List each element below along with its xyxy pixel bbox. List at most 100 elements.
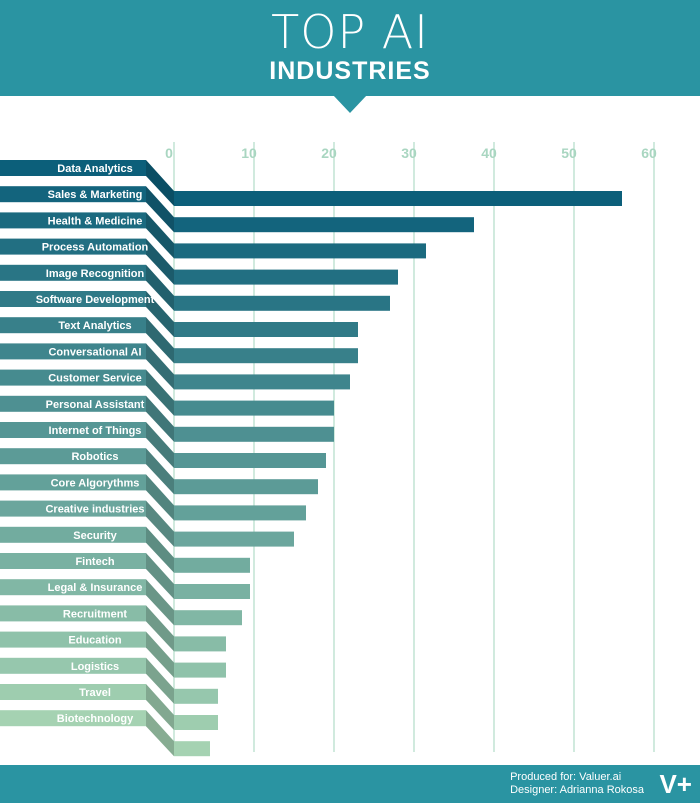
bar	[174, 374, 350, 390]
valuer-logo: V+	[659, 769, 692, 799]
header-banner: TOP AI INDUSTRIES	[0, 0, 700, 96]
category-label: Recruitment	[63, 608, 128, 620]
category-label: Text Analytics	[58, 320, 131, 332]
connector	[146, 291, 174, 337]
bar	[174, 322, 358, 337]
category-label-bg	[0, 500, 146, 517]
category-label: Core Algorythms	[51, 477, 140, 489]
bar	[174, 295, 390, 311]
category-label: Legal & Insurance	[48, 582, 143, 594]
x-tick-label: 20	[321, 145, 337, 161]
category-label-bg	[0, 474, 146, 491]
category-label-bg	[0, 160, 146, 176]
category-label: Education	[68, 635, 121, 647]
category-label: Internet of Things	[49, 425, 142, 437]
category-label: Image Recognition	[46, 268, 145, 280]
category-label-bg	[0, 657, 146, 674]
category-label-bg	[0, 343, 146, 360]
connector	[146, 160, 174, 206]
footer-banner: Produced for: Valuer.ai Designer: Adrian…	[0, 765, 700, 803]
bar	[174, 662, 226, 678]
bar-chart: 0 10 20 30 40 50 60 Data Analytics Sales & Mark…	[0, 142, 657, 757]
category-label-bg	[0, 422, 146, 438]
bar	[174, 400, 334, 416]
category-label: Software Development	[36, 294, 155, 306]
category-label: Fintech	[75, 556, 114, 568]
connector	[146, 369, 174, 416]
connector	[146, 553, 174, 599]
connector	[146, 448, 174, 495]
category-label: Personal Assistant	[46, 399, 145, 411]
category-label-bg	[0, 710, 146, 727]
bar	[174, 426, 334, 442]
category-label: Biotechnology	[57, 713, 134, 725]
bar	[174, 531, 294, 547]
connector	[146, 605, 174, 652]
x-tick-label: 40	[481, 145, 497, 161]
category-label: Sales & Marketing	[48, 189, 143, 201]
category-label-bg	[0, 526, 146, 543]
connector	[146, 500, 174, 547]
bar	[174, 269, 398, 285]
bar	[174, 505, 306, 521]
designer-text: Designer: Adrianna Rokosa	[510, 784, 644, 796]
bar	[174, 715, 218, 730]
connector	[146, 395, 174, 442]
connector	[146, 343, 174, 390]
x-tick-label: 50	[561, 145, 577, 161]
category-label-bg	[0, 264, 146, 281]
x-tick-label: 30	[401, 145, 417, 161]
connector	[146, 684, 174, 730]
bar	[174, 217, 474, 233]
category-label-bg	[0, 291, 146, 307]
tick-layer: 0 10 20 30 40 50 60	[165, 145, 657, 161]
category-label: Health & Medicine	[48, 215, 143, 227]
category-label-bg	[0, 186, 146, 203]
connector	[146, 526, 174, 573]
label-layer: Data Analytics Sales & Marketing Health & …	[0, 160, 155, 727]
title-line1: TOP AI	[271, 5, 429, 59]
category-label: Logistics	[71, 661, 119, 673]
bar-layer	[146, 160, 622, 757]
bar	[174, 557, 250, 573]
connector	[146, 264, 174, 311]
category-label: Security	[73, 530, 117, 542]
connector	[146, 657, 174, 704]
connector	[146, 474, 174, 521]
category-label: Conversational AI	[48, 346, 141, 358]
category-label-bg	[0, 579, 146, 596]
credits: Produced for: Valuer.ai Designer: Adrian…	[510, 771, 644, 797]
category-label-bg	[0, 684, 146, 700]
bar	[174, 243, 426, 259]
category-label: Travel	[79, 687, 111, 699]
category-label: Process Automation	[42, 242, 149, 254]
bar	[174, 348, 358, 364]
category-label-bg	[0, 369, 146, 386]
connector	[146, 422, 174, 468]
bar	[174, 191, 622, 206]
category-label-bg	[0, 212, 146, 229]
category-label-bg	[0, 605, 146, 622]
category-label: Creative industries	[45, 504, 144, 516]
connector	[146, 710, 174, 757]
category-label-bg	[0, 631, 146, 648]
category-label: Data Analytics	[57, 163, 132, 175]
connector	[146, 212, 174, 259]
category-label-bg	[0, 238, 146, 255]
produced-for-text: Produced for: Valuer.ai	[510, 771, 622, 783]
connector	[146, 186, 174, 233]
x-tick-label: 0	[165, 145, 173, 161]
grid-layer	[173, 142, 655, 752]
category-label-bg	[0, 317, 146, 334]
connector	[146, 317, 174, 364]
bar	[174, 741, 210, 757]
bar	[174, 688, 218, 704]
header-pointer	[333, 95, 367, 113]
category-label-bg	[0, 448, 146, 465]
bar	[174, 610, 242, 626]
bar	[174, 479, 318, 495]
bar	[174, 636, 226, 652]
title-line2: INDUSTRIES	[269, 57, 431, 85]
bar	[174, 584, 250, 599]
connector	[146, 238, 174, 285]
